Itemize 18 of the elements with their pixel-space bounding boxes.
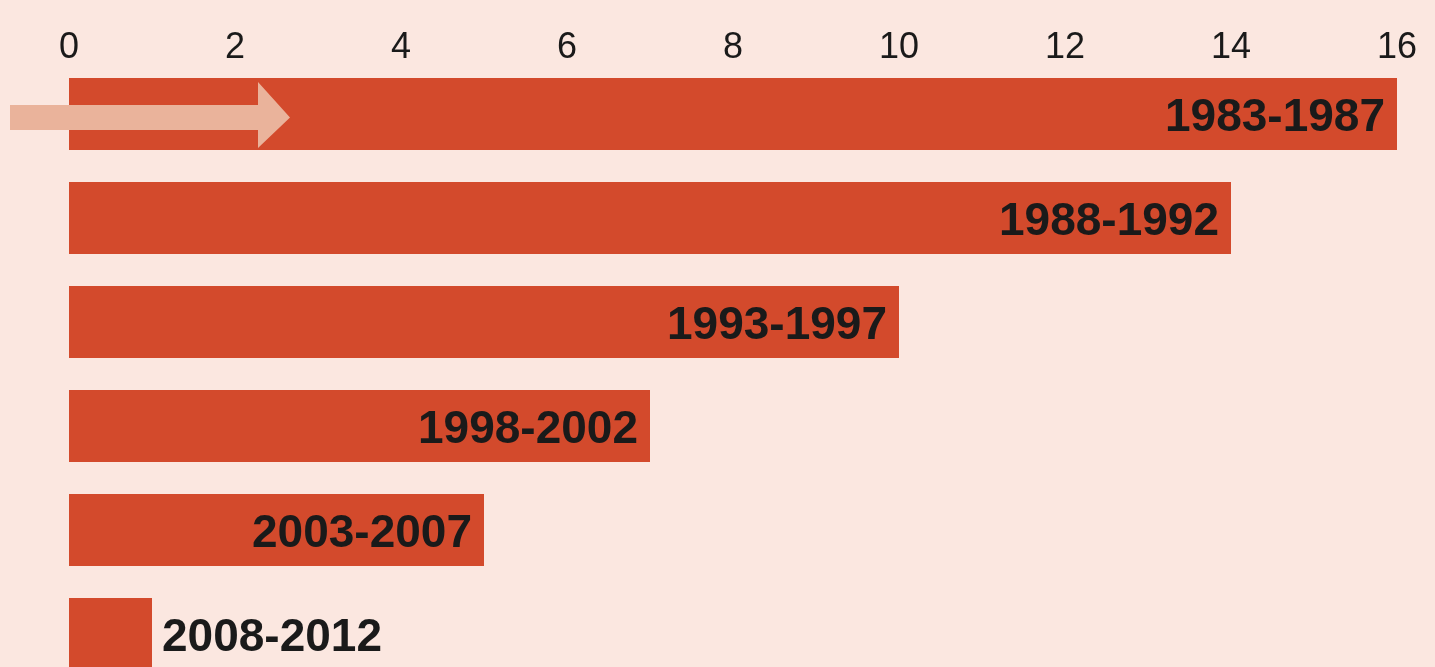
x-tick-label: 14 bbox=[1210, 24, 1252, 66]
bar bbox=[69, 286, 899, 358]
x-tick-label: 12 bbox=[1044, 24, 1086, 66]
y-tick-label: 1998-2002 bbox=[418, 400, 638, 453]
x-tick-label: 16 bbox=[1376, 24, 1418, 66]
y-tick-label: 1988-1992 bbox=[999, 192, 1219, 245]
x-tick-label: 4 bbox=[390, 24, 412, 66]
y-tick-label: 1983-1987 bbox=[1165, 88, 1385, 141]
x-tick-label: 2 bbox=[224, 24, 246, 66]
y-tick-label: 2003-2007 bbox=[252, 504, 472, 557]
y-tick-label: 1993-1997 bbox=[667, 296, 887, 349]
bar bbox=[69, 182, 1231, 254]
x-tick-label: 8 bbox=[722, 24, 744, 66]
bar bbox=[69, 390, 650, 462]
x-tick-label: 0 bbox=[58, 24, 80, 66]
y-tick-label: 2008-2012 bbox=[162, 608, 382, 661]
x-tick-label: 10 bbox=[878, 24, 920, 66]
x-tick-label: 6 bbox=[556, 24, 578, 66]
